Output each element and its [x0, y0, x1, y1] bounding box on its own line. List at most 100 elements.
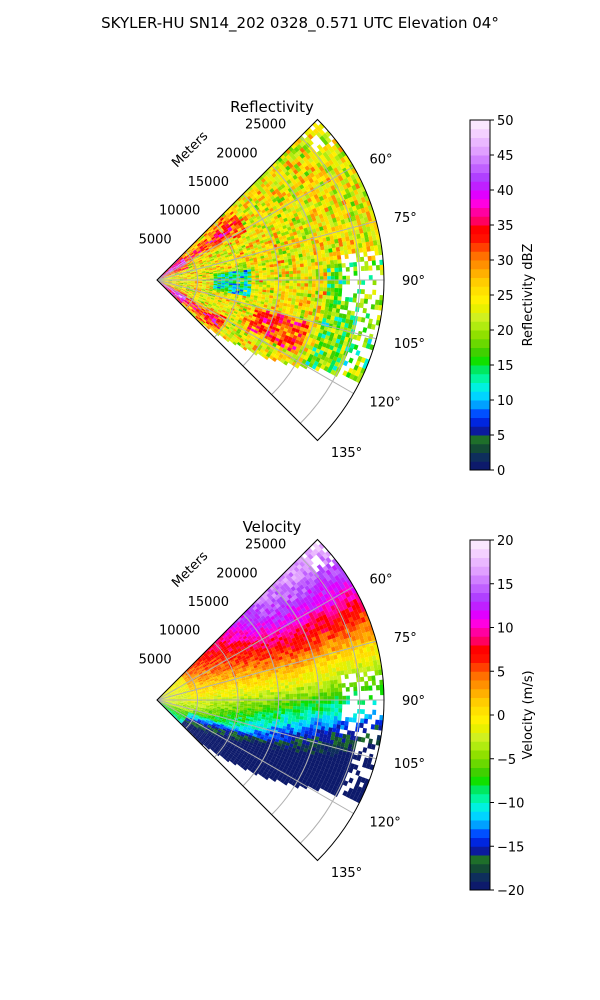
field-cell	[179, 284, 184, 286]
field-cell	[202, 244, 207, 248]
field-cell	[363, 298, 369, 304]
field-cell	[269, 347, 274, 353]
field-cell	[300, 276, 305, 281]
field-cell	[254, 270, 259, 274]
field-cell	[213, 232, 218, 237]
field-cell	[166, 286, 170, 289]
field-cell	[252, 197, 258, 203]
field-cell	[236, 235, 242, 239]
field-cell	[323, 173, 330, 180]
field-cell	[178, 295, 182, 299]
field-cell	[340, 304, 345, 310]
field-cell	[295, 328, 300, 334]
field-cell	[191, 302, 196, 306]
field-cell	[249, 298, 254, 302]
colorbar-swatch	[470, 207, 490, 217]
field-cell	[254, 288, 259, 292]
field-cell	[191, 313, 196, 318]
field-cell	[349, 315, 355, 321]
field-cell	[264, 243, 270, 248]
field-cell	[206, 277, 210, 279]
field-cell	[261, 291, 267, 295]
field-cell	[323, 365, 329, 372]
field-cell	[183, 293, 188, 296]
field-cell	[202, 259, 207, 262]
field-cell	[254, 266, 259, 270]
field-cell	[223, 314, 228, 318]
field-cell	[239, 338, 245, 343]
field-cell	[260, 242, 265, 247]
field-cell	[293, 273, 297, 278]
field-cell	[171, 291, 176, 295]
field-cell	[258, 291, 263, 295]
field-cell	[196, 256, 201, 260]
field-cell	[308, 276, 313, 281]
field-cell	[223, 305, 228, 309]
field-cell	[278, 353, 284, 359]
field-cell	[241, 309, 247, 314]
field-cell	[170, 264, 175, 268]
field-cell	[280, 262, 285, 267]
field-cell	[239, 231, 244, 236]
field-cell	[248, 231, 253, 236]
field-cell	[322, 314, 328, 319]
field-cell	[196, 265, 201, 268]
field-cell	[229, 222, 234, 227]
field-cell	[265, 294, 270, 298]
colorbar-tick-label: 10	[497, 394, 514, 409]
field-cell	[168, 281, 172, 283]
field-cell	[249, 225, 254, 230]
field-cell	[168, 268, 173, 271]
field-cell	[197, 307, 202, 311]
field-cell	[212, 231, 217, 236]
field-cell	[255, 195, 261, 200]
field-cell	[348, 297, 353, 303]
field-cell	[316, 218, 322, 224]
field-cell	[347, 231, 353, 237]
field-cell	[299, 292, 304, 297]
field-cell	[209, 697, 214, 699]
field-cell	[174, 263, 178, 266]
field-cell	[242, 308, 247, 312]
field-cell	[217, 239, 222, 244]
field-cell	[253, 217, 258, 222]
field-cell	[205, 286, 210, 289]
field-cell	[170, 264, 174, 268]
field-cell	[329, 235, 335, 241]
field-cell	[245, 298, 250, 302]
field-cell	[329, 319, 335, 325]
field-cell	[193, 312, 197, 316]
field-cell	[217, 282, 222, 285]
field-cell	[331, 243, 336, 249]
field-cell	[339, 215, 345, 221]
field-cell	[224, 275, 229, 278]
field-cell	[231, 242, 237, 246]
field-cell	[198, 277, 203, 280]
field-cell	[224, 270, 229, 273]
field-cell	[165, 270, 169, 273]
field-cell	[256, 300, 261, 304]
field-cell	[310, 258, 315, 263]
field-cell	[343, 249, 349, 255]
field-cell	[297, 322, 302, 327]
field-cell	[174, 286, 179, 288]
colorbar-tick-label: 20	[497, 324, 514, 339]
field-cell	[247, 324, 253, 329]
field-cell	[325, 192, 331, 199]
field-cell	[217, 695, 222, 698]
field-cell	[200, 255, 205, 259]
field-cell	[304, 324, 310, 330]
field-cell	[309, 333, 315, 339]
field-cell	[222, 259, 227, 262]
field-cell	[238, 215, 243, 221]
field-cell	[228, 209, 233, 214]
field-cell	[186, 275, 191, 277]
field-cell	[287, 300, 292, 305]
field-cell	[190, 287, 194, 290]
field-cell	[225, 247, 231, 251]
field-cell	[306, 357, 313, 363]
field-cell	[217, 309, 222, 313]
field-cell	[247, 280, 252, 283]
field-cell	[196, 300, 201, 304]
field-cell	[165, 269, 169, 273]
